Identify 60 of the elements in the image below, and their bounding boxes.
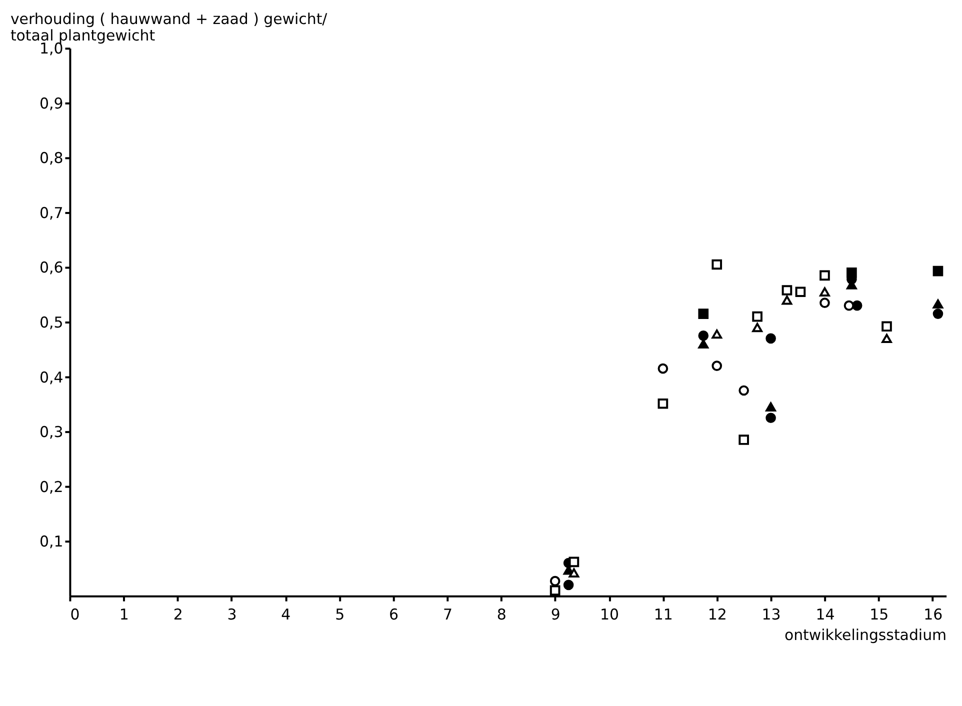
point xyxy=(712,259,722,270)
x-tick-label: 4 xyxy=(281,605,291,624)
point xyxy=(738,434,749,445)
y-tick-label: 0,2 xyxy=(40,478,64,496)
x-tick-label: 13 xyxy=(762,605,781,624)
y-tick-label: 0,9 xyxy=(40,94,64,112)
point xyxy=(752,311,762,322)
point xyxy=(782,285,792,296)
x-axis-title: ontwikkelingsstadium xyxy=(784,626,947,644)
x-tick-label: 16 xyxy=(924,605,943,624)
y-tick-label: 0,1 xyxy=(40,532,64,551)
point xyxy=(820,287,830,296)
x-tick-label: 9 xyxy=(550,605,560,624)
point xyxy=(712,329,722,339)
point xyxy=(932,299,944,309)
y-tick-label: 0,7 xyxy=(40,204,64,222)
x-tick-label: 7 xyxy=(442,605,452,624)
y-tick-label: 0,8 xyxy=(40,149,64,168)
y-tick-label: 0,5 xyxy=(40,313,64,332)
point xyxy=(820,298,830,308)
x-tick-label: 1 xyxy=(119,605,129,624)
point xyxy=(712,360,722,371)
x-tick-label: 2 xyxy=(173,605,183,624)
point xyxy=(882,334,892,344)
x-tick-label: 3 xyxy=(227,605,237,624)
point xyxy=(698,308,709,319)
point xyxy=(766,412,776,424)
point xyxy=(658,363,668,374)
point xyxy=(698,330,709,341)
point xyxy=(820,270,830,281)
point xyxy=(932,308,944,319)
x-tick-label: 0 xyxy=(70,605,80,624)
y-tick-label: 0,3 xyxy=(40,423,64,442)
point xyxy=(658,398,668,409)
point xyxy=(766,402,776,412)
y-tick-label: 0,4 xyxy=(40,368,64,386)
x-tick-label: 14 xyxy=(816,605,835,624)
point xyxy=(738,385,749,396)
point xyxy=(932,266,944,276)
x-tick-label: 11 xyxy=(654,605,673,624)
x-tick-label: 6 xyxy=(389,605,399,624)
point xyxy=(766,333,776,344)
x-tick-label: 5 xyxy=(335,605,345,624)
x-tick-label: 10 xyxy=(600,605,620,624)
point xyxy=(550,576,560,586)
x-tick-label: 15 xyxy=(870,605,889,624)
point xyxy=(782,296,792,305)
x-tick-label: 12 xyxy=(708,605,727,624)
point xyxy=(852,300,862,311)
y-tick-label: 0,6 xyxy=(40,258,64,277)
point xyxy=(752,322,762,332)
point xyxy=(795,286,806,298)
point xyxy=(563,580,574,590)
point xyxy=(568,556,580,568)
point xyxy=(882,321,892,332)
point xyxy=(550,585,560,596)
x-tick-label: 8 xyxy=(496,605,506,624)
point xyxy=(844,300,854,311)
point xyxy=(698,339,709,349)
point xyxy=(568,568,580,578)
